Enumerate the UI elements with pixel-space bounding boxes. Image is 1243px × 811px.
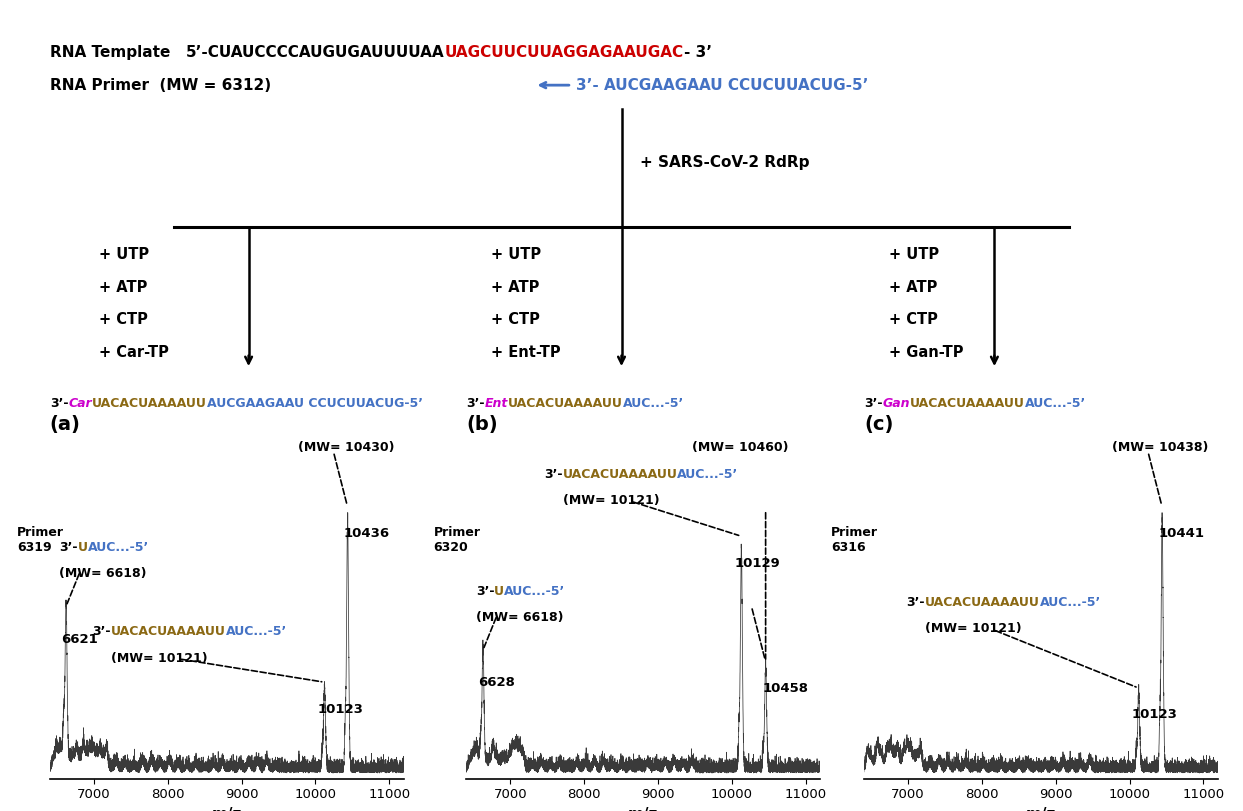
Text: RNA Primer  (MW = 6312): RNA Primer (MW = 6312) xyxy=(50,78,271,92)
Text: UACACUAAAAUU: UACACUAAAAUU xyxy=(910,397,1024,410)
Text: 6621: 6621 xyxy=(61,633,97,646)
X-axis label: m/z: m/z xyxy=(211,807,242,811)
Text: + CTP: + CTP xyxy=(491,312,539,327)
Text: Primer
6319: Primer 6319 xyxy=(17,526,65,554)
Text: (MW= 10121): (MW= 10121) xyxy=(111,652,208,665)
Text: UAGCUUCUUAGGAGAAUGAC: UAGCUUCUUAGGAGAAUGAC xyxy=(445,45,684,60)
Text: 10441: 10441 xyxy=(1158,527,1204,540)
Text: (MW= 10460): (MW= 10460) xyxy=(691,441,788,454)
Text: 10458: 10458 xyxy=(762,682,808,695)
Text: 10123: 10123 xyxy=(1131,709,1177,722)
Text: 3’-: 3’- xyxy=(50,397,68,410)
Text: (MW= 10438): (MW= 10438) xyxy=(1112,441,1208,454)
Text: U: U xyxy=(77,541,87,554)
Text: + ATP: + ATP xyxy=(99,280,148,294)
Text: (MW= 6618): (MW= 6618) xyxy=(58,567,147,580)
Text: 3’-: 3’- xyxy=(906,596,925,609)
Text: (a): (a) xyxy=(50,415,81,434)
Text: + CTP: + CTP xyxy=(99,312,148,327)
Text: (b): (b) xyxy=(466,415,497,434)
Text: Ent: Ent xyxy=(485,397,508,410)
Text: UACACUAAAAUU: UACACUAAAAUU xyxy=(563,468,677,481)
Text: AUC...-5’: AUC...-5’ xyxy=(226,625,287,638)
Text: + UTP: + UTP xyxy=(99,247,149,262)
Text: + UTP: + UTP xyxy=(889,247,938,262)
Text: AUC...-5’: AUC...-5’ xyxy=(87,541,149,554)
Text: AUC...-5’: AUC...-5’ xyxy=(1040,596,1101,609)
Text: + UTP: + UTP xyxy=(491,247,541,262)
Text: Gan: Gan xyxy=(883,397,910,410)
Text: UACACUAAAAUU: UACACUAAAAUU xyxy=(925,596,1040,609)
Text: + Gan-TP: + Gan-TP xyxy=(889,345,963,359)
Text: Car: Car xyxy=(68,397,92,410)
Text: 3’-: 3’- xyxy=(476,585,495,598)
Text: (MW= 10430): (MW= 10430) xyxy=(298,441,394,454)
Text: 3’-: 3’- xyxy=(864,397,883,410)
Text: AUC...-5’: AUC...-5’ xyxy=(505,585,566,598)
Text: (MW= 6618): (MW= 6618) xyxy=(476,611,563,624)
Text: 10129: 10129 xyxy=(735,556,781,569)
Text: 6628: 6628 xyxy=(477,676,515,689)
Text: 3’- AUCGAAGAAU CCUCUUACUG-5’: 3’- AUCGAAGAAU CCUCUUACUG-5’ xyxy=(576,78,868,92)
Text: + Car-TP: + Car-TP xyxy=(99,345,169,359)
Text: (MW= 10121): (MW= 10121) xyxy=(925,623,1022,636)
Text: 3’-: 3’- xyxy=(466,397,485,410)
Text: 5’-CUAUCCCCAUGUGAUUUUAA: 5’-CUAUCCCCAUGUGAUUUUAA xyxy=(186,45,445,60)
X-axis label: m/z: m/z xyxy=(1025,807,1057,811)
Text: UACACUAAAAUU: UACACUAAAAUU xyxy=(111,625,226,638)
Text: AUCGAAGAAU CCUCUUACUG-5’: AUCGAAGAAU CCUCUUACUG-5’ xyxy=(206,397,423,410)
Text: U: U xyxy=(495,585,505,598)
Text: 10123: 10123 xyxy=(317,702,363,715)
Text: 3’-: 3’- xyxy=(58,541,77,554)
Text: AUC...-5’: AUC...-5’ xyxy=(1024,397,1086,410)
Text: RNA Template: RNA Template xyxy=(50,45,186,60)
Text: + Ent-TP: + Ent-TP xyxy=(491,345,561,359)
Text: - 3’: - 3’ xyxy=(684,45,711,60)
Text: + SARS-CoV-2 RdRp: + SARS-CoV-2 RdRp xyxy=(640,155,809,169)
Text: 3’-: 3’- xyxy=(92,625,111,638)
Text: Primer
6320: Primer 6320 xyxy=(434,526,481,554)
Text: (MW= 10121): (MW= 10121) xyxy=(563,494,659,507)
Text: + CTP: + CTP xyxy=(889,312,937,327)
Text: UACACUAAAAUU: UACACUAAAAUU xyxy=(508,397,623,410)
Text: (c): (c) xyxy=(864,415,894,434)
Text: AUC...-5’: AUC...-5’ xyxy=(623,397,684,410)
Text: + ATP: + ATP xyxy=(889,280,937,294)
Text: AUC...-5’: AUC...-5’ xyxy=(677,468,738,481)
X-axis label: m/z: m/z xyxy=(628,807,659,811)
Text: UACACUAAAAUU: UACACUAAAAUU xyxy=(92,397,206,410)
Text: + ATP: + ATP xyxy=(491,280,539,294)
Text: 10436: 10436 xyxy=(344,527,390,540)
Text: 3’-: 3’- xyxy=(544,468,563,481)
Text: Primer
6316: Primer 6316 xyxy=(832,526,878,554)
